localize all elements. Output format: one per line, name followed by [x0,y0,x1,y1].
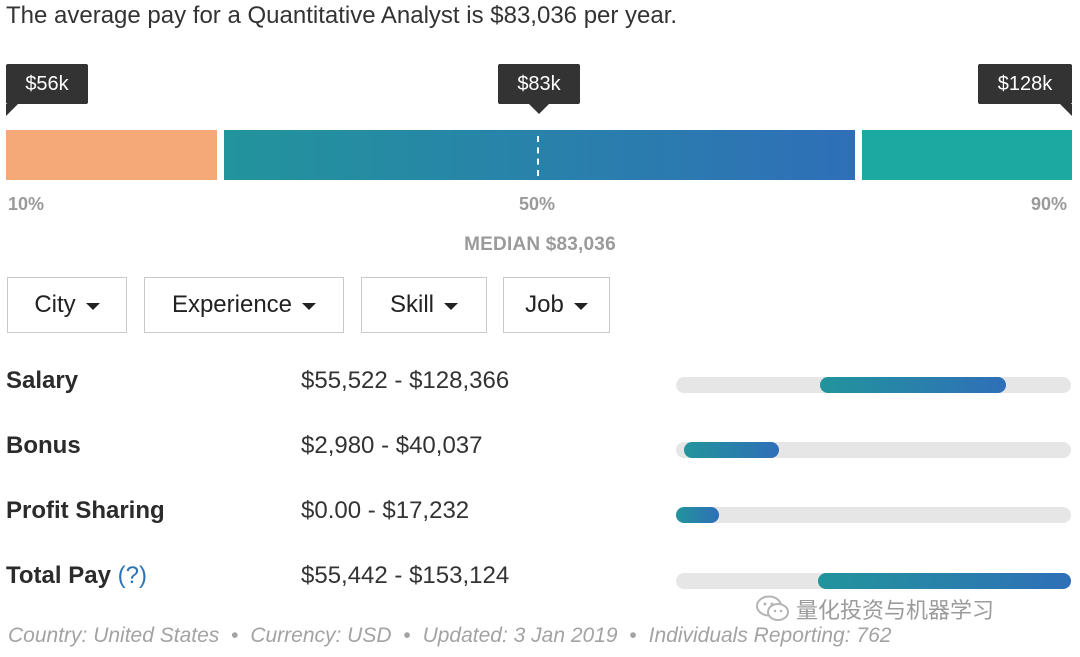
watermark-text: 量化投资与机器学习 [796,598,995,623]
p90-label: 90% [1031,194,1068,214]
salary-row-label: Salary [6,367,79,394]
salary-row-range: $55,522 - $128,366 [301,367,510,394]
bonus-row-range: $2,980 - $40,037 [301,432,483,459]
profit-sharing-row-label: Profit Sharing [6,497,165,524]
bonus-range-fill [684,442,779,458]
footer-individuals-reporting: Individuals Reporting: 762 [648,624,892,647]
p10-value-tooltip: $56k [6,64,88,116]
footer-separator: • [403,624,411,647]
page-headline: The average pay for a Quantitative Analy… [6,2,678,29]
total-pay-row-range: $55,442 - $153,124 [301,562,510,589]
job-filter-dropdown[interactable]: Job [503,277,610,333]
experience-filter-label: Experience [171,291,293,318]
salary-range-track [676,377,1071,393]
footer-separator: • [231,624,239,647]
footer-currency: Currency: USD [250,624,392,647]
profit-sharing-range-track [676,507,1071,523]
total-pay-label-text: Total Pay [6,562,111,589]
skill-filter-label: Skill [389,291,434,318]
footer-country: Country: United States [8,624,220,647]
bonus-row-label: Bonus [6,432,81,459]
profit-sharing-range-fill [676,507,719,523]
range-bar-low-segment [6,130,217,180]
total-pay-range-track [676,573,1071,589]
wechat-icon [756,595,789,621]
total-pay-range-fill [818,573,1071,589]
city-filter-label: City [34,291,76,318]
median-marker-line [537,136,539,176]
p50-label: 50% [519,194,556,214]
caret-down-icon [444,302,458,310]
city-filter-dropdown[interactable]: City [7,277,127,333]
footer-updated: Updated: 3 Jan 2019 [422,624,618,647]
range-bar-middle-segment [224,130,855,180]
median-value-tooltip: $83k [498,64,580,114]
footer-separator: • [629,624,637,647]
profit-sharing-row-range: $0.00 - $17,232 [301,497,470,524]
total-pay-help-link[interactable]: (?) [117,562,147,589]
job-filter-label: Job [525,291,564,318]
p10-label: 10% [8,194,45,214]
total-pay-row-label: Total Pay (?) [6,562,147,590]
experience-filter-dropdown[interactable]: Experience [144,277,344,333]
bonus-range-track [676,442,1071,458]
median-label: MEDIAN $83,036 [464,234,616,255]
help-question-icon: ? [125,562,139,589]
caret-down-icon [85,302,100,310]
range-bar-high-segment [862,130,1072,180]
report-footer: Country: United States • Currency: USD •… [8,624,891,648]
wechat-watermark: 量化投资与机器学习 [756,593,994,625]
p90-value-tooltip: $128k [978,64,1072,116]
salary-range-fill [820,377,1006,393]
caret-down-icon [573,302,588,310]
skill-filter-dropdown[interactable]: Skill [361,277,487,333]
caret-down-icon [302,302,317,310]
